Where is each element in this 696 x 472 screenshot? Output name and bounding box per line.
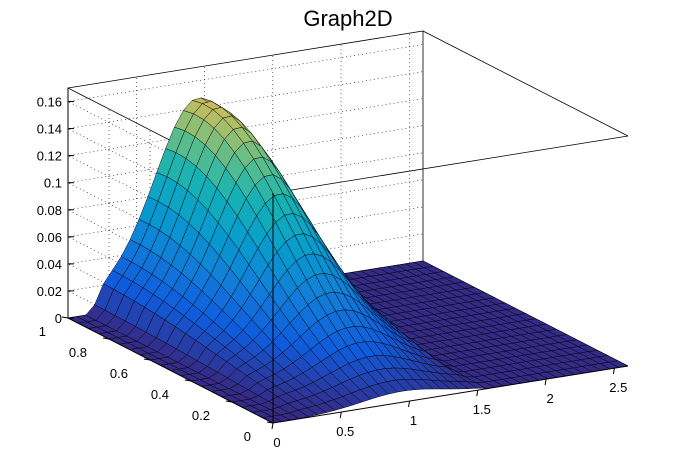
y-tick-label: 0.6 [110,366,128,381]
tick-labels: 00.511.522.500.20.40.60.8100.020.040.060… [37,95,628,450]
x-tick-label: 1.5 [473,402,491,417]
y-tick-label: 0 [244,429,251,444]
x-tick-label: 2 [546,391,553,406]
chart-title: Graph2D [303,6,392,31]
y-tick-label: 0.2 [192,408,210,423]
x-tick-label: 0.5 [336,424,354,439]
z-tick-label: 0.08 [37,203,62,218]
z-tick-label: 0.14 [37,122,62,137]
z-tick-label: 0 [55,311,62,326]
x-tick-label: 1 [410,413,417,428]
x-tick-label: 0 [273,435,280,450]
top-right-edge [422,30,629,137]
front-axes [61,88,629,430]
y-tick-label: 0.8 [69,345,87,360]
z-tick-label: 0.1 [44,176,62,191]
z-tick-label: 0.06 [37,230,62,245]
z-tick-label: 0.04 [37,257,62,272]
x-tick-label: 2.5 [609,380,627,395]
z-tick-label: 0.16 [37,95,62,110]
top-front-edge [272,135,629,194]
z-tick-label: 0.02 [37,284,62,299]
y-axis [67,317,274,424]
surface-mesh [67,97,629,424]
x-axis [272,365,629,424]
y-tick-label: 1 [39,324,46,339]
z-tick-label: 0.12 [37,149,62,164]
y-tick-label: 0.4 [151,387,169,402]
